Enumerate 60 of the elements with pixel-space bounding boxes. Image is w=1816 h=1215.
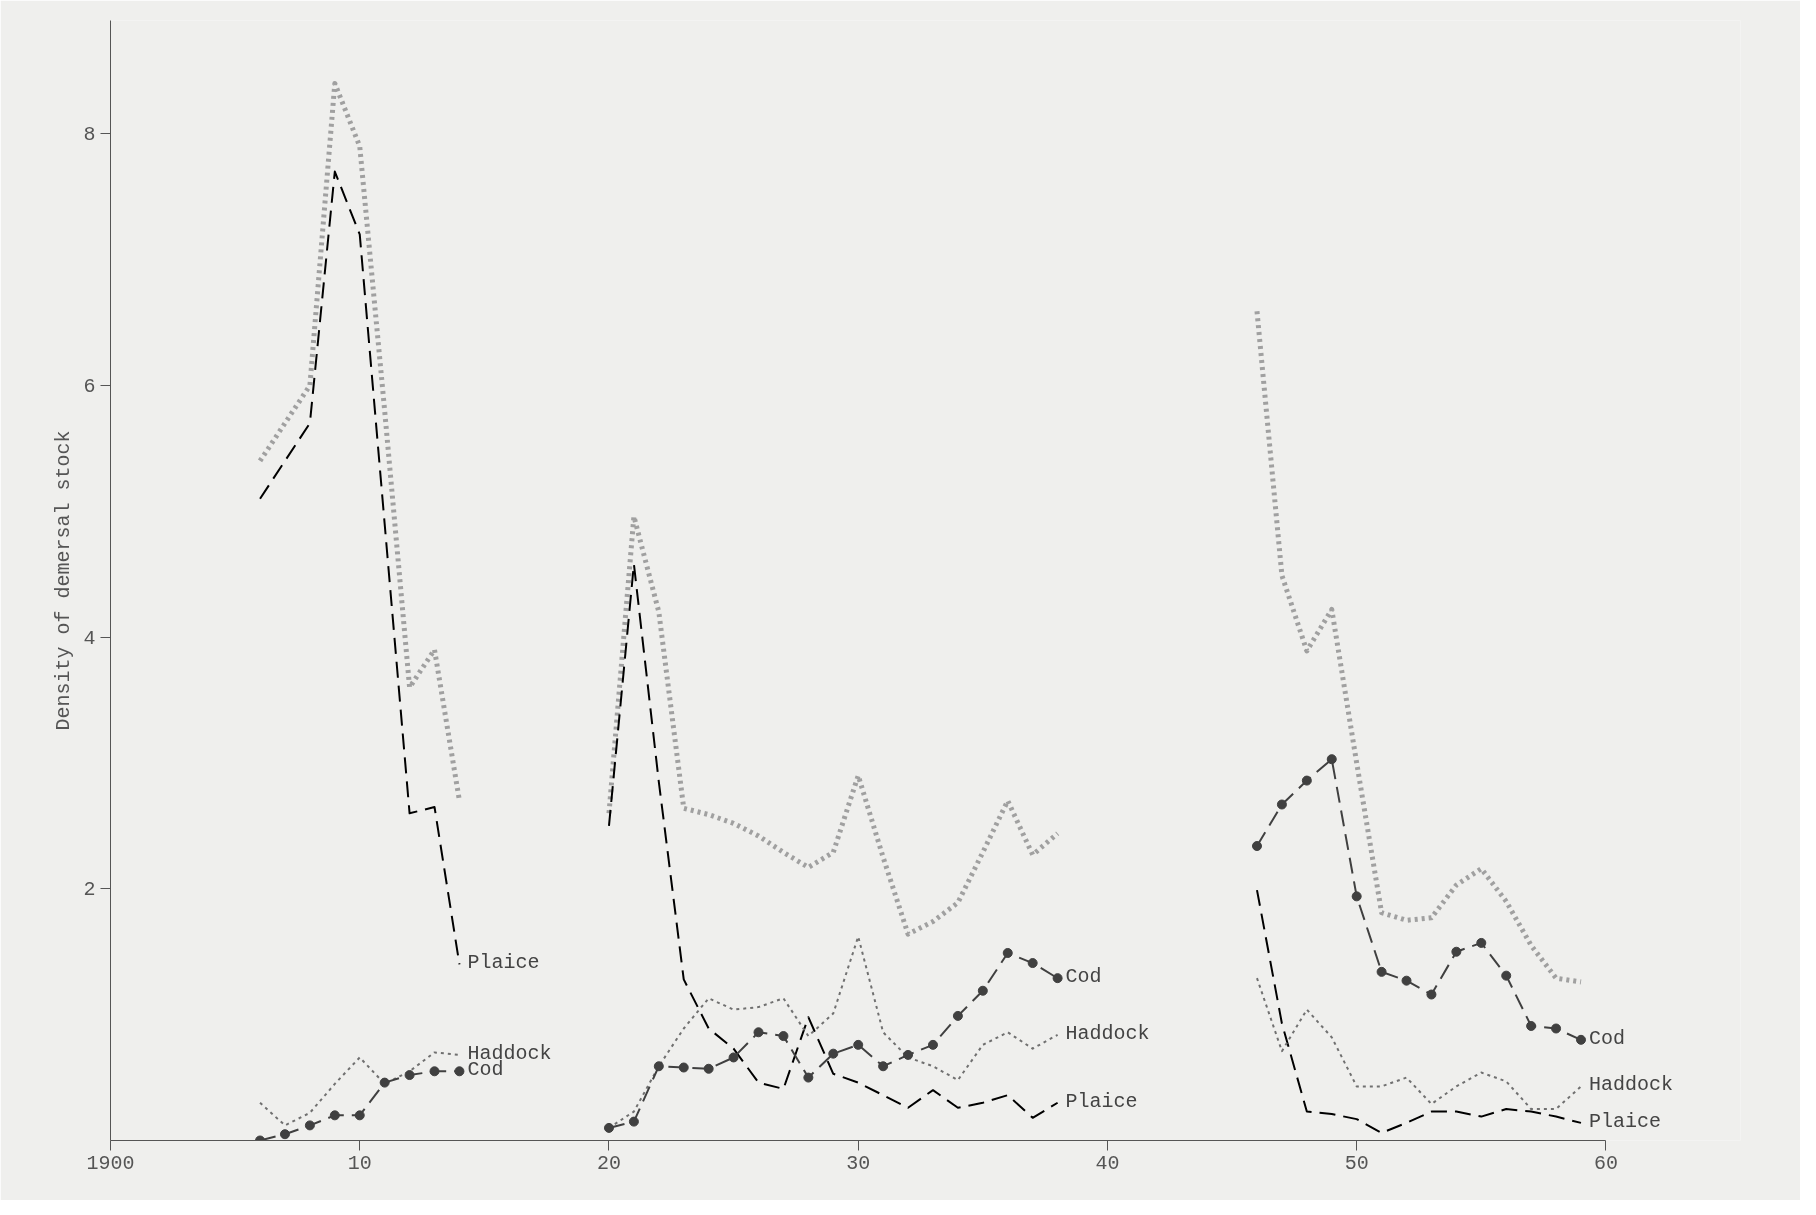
point	[1376, 966, 1387, 977]
point	[329, 1110, 340, 1121]
x-tick-label: 30	[846, 1151, 871, 1175]
text: Haddock	[1065, 1021, 1150, 1045]
text: Cod	[1588, 1026, 1625, 1050]
point	[1002, 948, 1013, 958]
point	[927, 1039, 938, 1050]
point	[653, 1061, 664, 1072]
point	[1027, 958, 1038, 969]
point	[1251, 841, 1262, 852]
point	[977, 985, 988, 996]
point	[952, 1010, 963, 1021]
point	[1476, 937, 1487, 948]
y-axis-title: Density of demersal stock	[52, 430, 76, 731]
series-label: Cod	[1065, 965, 1102, 989]
point	[603, 1122, 614, 1133]
x-tick-label: 40	[1095, 1151, 1120, 1175]
text: Haddock	[1588, 1073, 1673, 1097]
point	[1501, 970, 1512, 981]
x-tick-label: 50	[1344, 1151, 1369, 1175]
point	[379, 1077, 390, 1088]
point	[828, 1048, 839, 1059]
point	[703, 1063, 714, 1074]
point	[903, 1049, 914, 1060]
point	[628, 1116, 639, 1127]
point	[404, 1070, 415, 1081]
point	[1575, 1034, 1586, 1045]
x-tick-label: 10	[347, 1151, 372, 1175]
point	[1526, 1020, 1537, 1031]
point	[853, 1039, 864, 1050]
point	[1401, 975, 1412, 986]
point	[1551, 1023, 1562, 1034]
point	[803, 1072, 814, 1083]
point	[1301, 775, 1312, 786]
point	[1276, 799, 1287, 810]
x-tick-label: 20	[596, 1151, 621, 1175]
x-tick-label: 1900	[86, 1151, 135, 1175]
text: Plaice	[1065, 1089, 1138, 1113]
point	[778, 1031, 789, 1042]
series-label: Plaice	[467, 951, 540, 975]
x-tick-label: 60	[1593, 1151, 1618, 1175]
point	[878, 1061, 889, 1072]
point	[279, 1129, 290, 1140]
y-tick-label: 8	[83, 123, 96, 147]
y-tick-label: 2	[83, 878, 96, 902]
point	[728, 1052, 739, 1063]
point	[678, 1062, 689, 1073]
point	[1326, 754, 1337, 765]
y-tick-label: 4	[83, 626, 96, 650]
point	[304, 1120, 315, 1131]
point	[753, 1027, 764, 1038]
point	[354, 1110, 365, 1121]
text: Plaice	[1588, 1109, 1661, 1133]
point	[1351, 891, 1362, 902]
y-tick-label: 6	[83, 374, 96, 398]
point	[429, 1066, 440, 1077]
point	[1426, 989, 1437, 1000]
point	[1052, 973, 1063, 984]
point	[454, 1066, 465, 1077]
point	[1451, 946, 1462, 957]
